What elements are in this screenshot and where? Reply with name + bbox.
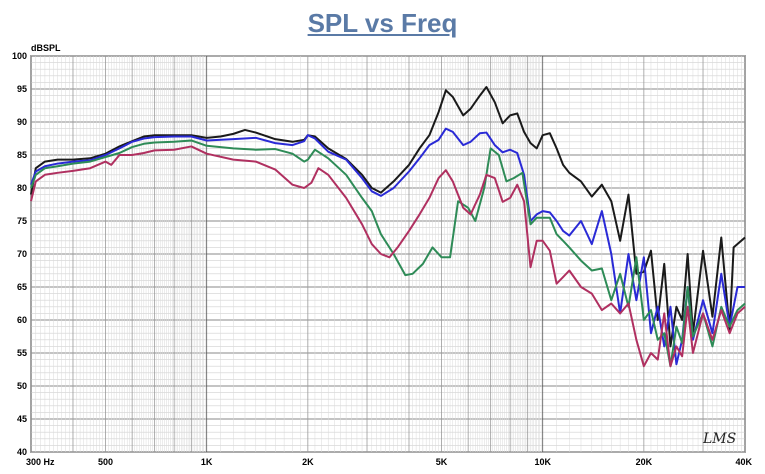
y-tick-label: 75 — [17, 216, 27, 226]
y-tick-label: 60 — [17, 315, 27, 325]
x-tick-label: 20K — [636, 457, 653, 467]
y-tick-label: 40 — [17, 447, 27, 457]
x-tick-label: 1K — [201, 457, 213, 467]
chart-title: SPL vs Freq — [307, 8, 458, 38]
y-tick-label: 90 — [17, 117, 27, 127]
y-tick-label: 80 — [17, 183, 27, 193]
y-tick-label: 45 — [17, 414, 27, 424]
x-tick-label: 5K — [436, 457, 448, 467]
x-tick-label: 2K — [302, 457, 314, 467]
y-axis-ticks: 40 45 50 55 60 65 70 75 80 85 90 95 100 — [12, 51, 27, 457]
x-axis-ticks: 300 Hz 500 1K 2K 5K 10K 20K 40K — [26, 457, 752, 467]
x-tick-label: 500 — [98, 457, 113, 467]
y-tick-label: 95 — [17, 84, 27, 94]
x-tick-label: 10K — [534, 457, 551, 467]
y-tick-label: 70 — [17, 249, 27, 259]
series-line-2 — [30, 127, 745, 366]
x-tick-label: 300 Hz — [26, 457, 55, 467]
series-line-4 — [30, 145, 746, 368]
y-tick-label: 50 — [17, 381, 27, 391]
series-group — [30, 86, 746, 368]
y-tick-label: 100 — [12, 51, 27, 61]
series-line-1 — [30, 86, 746, 348]
x-tick-label: 40K — [735, 457, 752, 467]
lms-watermark: LMS — [702, 431, 736, 447]
y-tick-label: 55 — [17, 348, 27, 358]
y-tick-label: 85 — [17, 150, 27, 160]
y-axis-label: dBSPL — [31, 43, 61, 53]
grid — [30, 55, 746, 453]
y-tick-label: 65 — [17, 282, 27, 292]
